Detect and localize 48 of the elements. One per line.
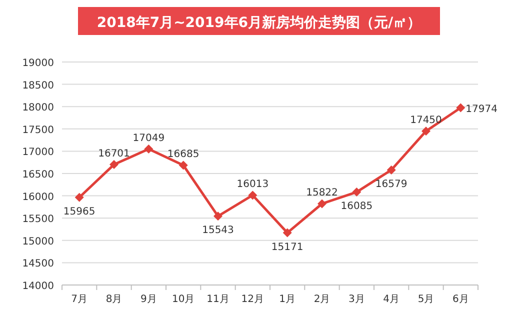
- point: [282, 228, 292, 238]
- y-tick-label: 17000: [22, 147, 54, 158]
- point: [318, 199, 326, 208]
- point: [178, 160, 188, 170]
- point: [248, 190, 258, 200]
- x-tick-label: 12月: [241, 294, 264, 305]
- y-tick-label: 16000: [22, 192, 54, 203]
- y-tick-label: 15500: [22, 214, 54, 226]
- point: [422, 126, 430, 136]
- x-tick-label: 8月: [106, 294, 122, 305]
- point: [456, 103, 466, 112]
- point: [74, 192, 84, 202]
- chart-title: 2018年7月~2019年6月新房均价走势图（元/㎡）: [96, 14, 422, 31]
- data-label: 17450: [410, 115, 442, 126]
- y-tick-label: 14000: [22, 281, 54, 292]
- x-tick-label: 9月: [140, 294, 157, 305]
- data-label: 17974: [466, 104, 498, 115]
- x-tick-label: 5月: [418, 294, 434, 305]
- y-tick-label: 14500: [22, 258, 54, 270]
- data-label: 15543: [202, 225, 234, 236]
- x-tick-label: 1月: [279, 294, 296, 305]
- data-label: 16013: [236, 179, 269, 190]
- data-label: 17049: [132, 133, 165, 144]
- x-tick-label: 7月: [71, 294, 88, 305]
- data-label: 16685: [167, 149, 200, 160]
- point: [386, 165, 396, 174]
- x-tick-label: 11月: [206, 294, 230, 305]
- y-tick-label: 16500: [22, 170, 54, 180]
- x-tick-label: 4月: [383, 294, 400, 305]
- y-tick-label: 15000: [22, 236, 54, 248]
- data-label: 15965: [63, 206, 96, 218]
- point: [352, 188, 362, 197]
- data-label: 16579: [375, 178, 408, 190]
- y-tick-label: 18000: [22, 102, 54, 114]
- point: [144, 144, 154, 154]
- x-tick-label: 6月: [452, 294, 469, 305]
- point: [110, 160, 118, 170]
- data-label: 15171: [271, 242, 304, 253]
- x-tick-label: 3月: [348, 294, 365, 305]
- data-label: 15822: [306, 188, 338, 199]
- data-label: 16701: [98, 148, 130, 160]
- y-tick-label: 18500: [22, 80, 54, 92]
- point: [214, 212, 222, 221]
- y-tick-label: 19000: [22, 58, 54, 69]
- data-label: 16085: [340, 201, 373, 212]
- x-tick-label: 2月: [314, 294, 330, 305]
- y-tick-label: 17500: [22, 124, 54, 136]
- x-tick-label: 10月: [172, 294, 195, 305]
